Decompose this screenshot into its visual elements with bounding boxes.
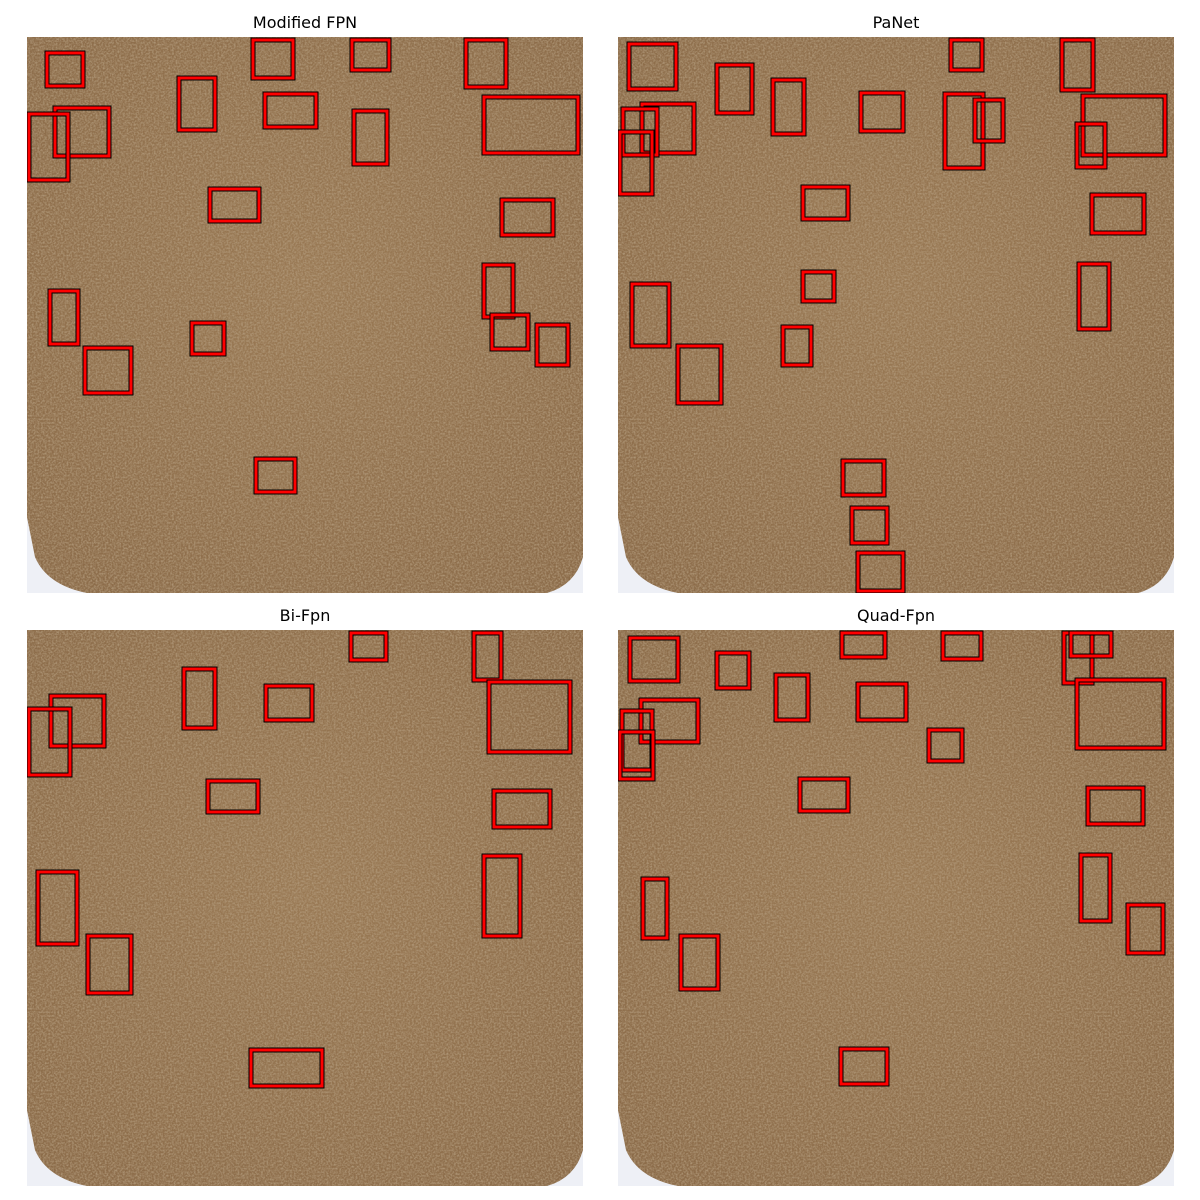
detection-box: [618, 729, 656, 782]
detection-box: [678, 933, 721, 992]
detection-box: [780, 324, 814, 368]
panel-title-quad-fpn: Quad-Fpn: [857, 606, 935, 625]
detection-box: [1125, 902, 1166, 956]
detection-box: [972, 97, 1006, 144]
detection-boxes: [27, 37, 581, 495]
detection-boxes: [618, 37, 1168, 593]
detection-box: [797, 776, 851, 814]
detection-box: [773, 672, 811, 723]
detection-box: [1078, 852, 1113, 924]
detection-box: [849, 505, 890, 546]
detection-box: [638, 697, 701, 745]
detection-box: [1059, 37, 1096, 93]
panel-image-panet: [618, 37, 1174, 593]
panel-image-quad-fpn: [618, 630, 1174, 1186]
detection-box: [838, 1046, 890, 1087]
detection-box: [1074, 121, 1108, 170]
detection-box: [800, 184, 851, 222]
detection-box: [35, 869, 80, 947]
detection-box: [48, 693, 107, 749]
detection-box: [942, 91, 986, 171]
detection-box: [640, 876, 670, 941]
detection-box: [714, 62, 755, 116]
detection-box: [800, 269, 837, 304]
detection-box: [481, 94, 581, 156]
detection-box: [1076, 261, 1112, 332]
panel-title-panet: PaNet: [872, 13, 920, 32]
detection-box: [714, 650, 752, 691]
detection-box: [770, 77, 807, 137]
detection-box: [940, 630, 984, 662]
detection-box: [675, 343, 724, 406]
detection-box: [481, 853, 523, 939]
detection-box: [855, 681, 909, 723]
detection-box: [205, 778, 261, 815]
detection-box: [1068, 630, 1114, 659]
detection-box: [85, 933, 134, 996]
detection-box: [27, 111, 71, 183]
detection-box: [1085, 785, 1146, 827]
detection-box: [626, 41, 679, 92]
detection-box: [349, 37, 392, 73]
panel-image-modified-fpn: [27, 37, 583, 593]
panel-title-bi-fpn: Bi-Fpn: [279, 606, 331, 625]
detection-box: [840, 458, 887, 498]
detection-box: [1089, 192, 1147, 236]
detection-box: [1074, 677, 1167, 751]
detection-box: [629, 281, 672, 349]
detection-box: [181, 666, 218, 731]
detection-box: [534, 322, 571, 368]
detection-box: [926, 727, 965, 764]
detection-box: [207, 186, 262, 224]
detection-boxes: [27, 630, 573, 1089]
detection-box: [627, 635, 681, 684]
detection-box: [47, 288, 81, 347]
detection-box: [44, 50, 86, 89]
detection-box: [486, 679, 573, 755]
detection-box: [176, 75, 218, 133]
detection-box: [855, 550, 906, 593]
detection-box: [82, 345, 134, 396]
detection-box: [639, 101, 697, 156]
detection-box: [52, 105, 112, 159]
detection-box: [351, 108, 390, 167]
detection-box: [858, 90, 906, 134]
detection-box: [27, 706, 73, 778]
detection-boxes: [618, 630, 1167, 1087]
panel-image-bi-fpn: [27, 630, 583, 1186]
detection-box: [489, 312, 531, 352]
detection-box: [618, 129, 655, 197]
detection-box: [839, 630, 888, 660]
detection-box: [499, 197, 556, 238]
panel-title-modified-fpn: Modified FPN: [252, 13, 358, 32]
detection-box: [262, 91, 319, 130]
detection-box: [263, 683, 315, 723]
detection-box: [463, 37, 509, 90]
detection-box: [253, 456, 298, 495]
detection-box: [248, 1047, 325, 1089]
detection-box: [250, 37, 296, 81]
detection-box: [348, 630, 389, 663]
detection-box: [948, 37, 985, 73]
detection-box: [189, 320, 227, 357]
detection-box: [491, 788, 553, 830]
